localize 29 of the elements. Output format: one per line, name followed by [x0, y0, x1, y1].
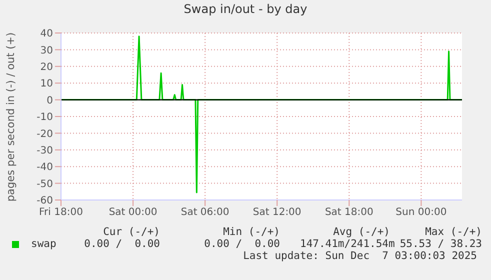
y-tick-label: 40: [40, 28, 53, 40]
y-tick-label: -20: [36, 128, 53, 140]
y-tick-label: -50: [36, 178, 53, 190]
y-tick-label: -10: [36, 112, 53, 124]
x-tick-label: Sat 00:00: [108, 207, 158, 218]
legend-label: swap: [31, 238, 56, 250]
x-tick-label: Sat 12:00: [252, 207, 302, 218]
text: Last update: Sun Dec 7 03:00:03 2025: [243, 250, 477, 262]
text: 147.41m/241.54m: [300, 238, 395, 250]
y-tick-label: -30: [36, 145, 53, 156]
y-tick-label: 0: [46, 95, 53, 106]
y-tick-label: -60: [36, 196, 53, 207]
y-axis-title: pages per second in (-) / out (+): [5, 32, 17, 202]
text: 55.53 / 38.23: [400, 238, 482, 250]
x-tick-label: Sun 00:00: [396, 207, 447, 218]
x-tick-label: Sat 18:00: [324, 207, 374, 218]
y-tick-label: 30: [40, 45, 53, 56]
y-tick-label: 20: [40, 62, 53, 73]
text: Max (-/+): [424, 226, 482, 238]
text: Min (-/+): [222, 226, 280, 238]
text: 0.00 / 0.00: [203, 238, 280, 250]
y-tick-label: -40: [36, 162, 53, 174]
y-tick-label: 10: [40, 78, 53, 90]
text: Cur (-/+): [102, 226, 160, 238]
text: 0.00 / 0.00: [83, 238, 160, 250]
x-tick-label: Fri 18:00: [39, 207, 83, 218]
text: Avg (-/+): [332, 226, 390, 238]
x-tick-label: Sat 06:00: [180, 207, 230, 218]
chart-title: Swap in/out - by day: [182, 2, 308, 16]
